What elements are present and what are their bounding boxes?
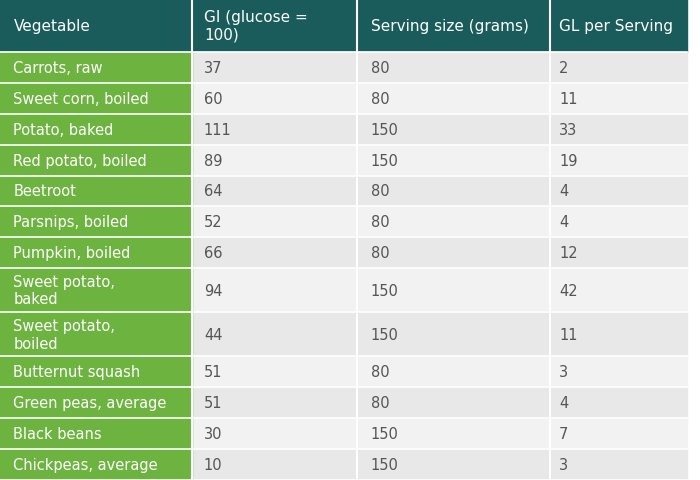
Text: GI (glucose =
100): GI (glucose = 100) xyxy=(204,10,307,43)
Text: 42: 42 xyxy=(559,283,578,298)
Text: 3: 3 xyxy=(559,457,568,472)
Bar xyxy=(0,357,687,387)
Text: 80: 80 xyxy=(371,61,389,76)
Bar xyxy=(0,419,193,449)
Text: 80: 80 xyxy=(371,215,389,230)
Text: 7: 7 xyxy=(559,426,568,441)
Bar xyxy=(0,269,687,312)
Text: Parsnips, boiled: Parsnips, boiled xyxy=(13,215,129,230)
Text: 150: 150 xyxy=(371,426,398,441)
Text: 52: 52 xyxy=(204,215,223,230)
Text: Red potato, boiled: Red potato, boiled xyxy=(13,153,147,168)
Bar xyxy=(0,53,687,84)
Text: Chickpeas, average: Chickpeas, average xyxy=(13,457,158,472)
Text: 80: 80 xyxy=(371,246,389,261)
Text: Serving size (grams): Serving size (grams) xyxy=(371,19,528,34)
Bar xyxy=(0,115,687,145)
Bar xyxy=(550,0,687,53)
Bar xyxy=(0,84,687,115)
Text: 51: 51 xyxy=(204,365,223,380)
Text: Sweet potato,
boiled: Sweet potato, boiled xyxy=(13,319,116,351)
Text: Black beans: Black beans xyxy=(13,426,102,441)
Text: 150: 150 xyxy=(371,283,398,298)
Bar xyxy=(0,238,193,269)
Bar xyxy=(0,312,687,357)
Text: GL per Serving: GL per Serving xyxy=(559,19,673,34)
Text: Green peas, average: Green peas, average xyxy=(13,396,167,410)
Bar xyxy=(0,449,687,480)
Bar xyxy=(0,53,193,84)
Text: 94: 94 xyxy=(204,283,223,298)
Text: 150: 150 xyxy=(371,153,398,168)
Bar xyxy=(0,312,193,357)
Text: 89: 89 xyxy=(204,153,223,168)
Bar xyxy=(0,387,687,419)
Text: 3: 3 xyxy=(559,365,568,380)
Text: 44: 44 xyxy=(204,327,223,342)
Text: 80: 80 xyxy=(371,92,389,107)
Text: Sweet potato,
baked: Sweet potato, baked xyxy=(13,275,116,307)
Bar xyxy=(0,449,193,480)
Bar xyxy=(0,357,193,387)
Text: Potato, baked: Potato, baked xyxy=(13,122,114,137)
Text: 12: 12 xyxy=(559,246,578,261)
Text: 4: 4 xyxy=(559,215,568,230)
Text: 37: 37 xyxy=(204,61,223,76)
Text: 150: 150 xyxy=(371,457,398,472)
Bar xyxy=(0,176,193,207)
Bar xyxy=(0,115,193,145)
Text: 51: 51 xyxy=(204,396,223,410)
Text: 66: 66 xyxy=(204,246,223,261)
Bar xyxy=(0,145,193,176)
Text: 150: 150 xyxy=(371,327,398,342)
Text: 60: 60 xyxy=(204,92,223,107)
Bar xyxy=(0,387,193,419)
Bar xyxy=(0,207,193,238)
Text: 80: 80 xyxy=(371,396,389,410)
Bar xyxy=(0,419,687,449)
Bar xyxy=(357,0,550,53)
Bar xyxy=(193,0,357,53)
Bar xyxy=(0,0,193,53)
Text: 11: 11 xyxy=(559,92,578,107)
Text: Carrots, raw: Carrots, raw xyxy=(13,61,103,76)
Text: 2: 2 xyxy=(559,61,568,76)
Text: 19: 19 xyxy=(559,153,578,168)
Bar xyxy=(0,238,687,269)
Text: 80: 80 xyxy=(371,365,389,380)
Text: Sweet corn, boiled: Sweet corn, boiled xyxy=(13,92,149,107)
Bar xyxy=(0,145,687,176)
Text: 150: 150 xyxy=(371,122,398,137)
Bar xyxy=(0,84,193,115)
Text: Beetroot: Beetroot xyxy=(13,184,76,199)
Text: Pumpkin, boiled: Pumpkin, boiled xyxy=(13,246,131,261)
Text: 80: 80 xyxy=(371,184,389,199)
Bar xyxy=(0,269,193,312)
Text: Vegetable: Vegetable xyxy=(13,19,90,34)
Text: 4: 4 xyxy=(559,396,568,410)
Text: 4: 4 xyxy=(559,184,568,199)
Bar xyxy=(0,207,687,238)
Text: 30: 30 xyxy=(204,426,223,441)
Text: 111: 111 xyxy=(204,122,232,137)
Text: 11: 11 xyxy=(559,327,578,342)
Text: 64: 64 xyxy=(204,184,223,199)
Text: 10: 10 xyxy=(204,457,223,472)
Text: Butternut squash: Butternut squash xyxy=(13,365,141,380)
Bar xyxy=(0,176,687,207)
Text: 33: 33 xyxy=(559,122,578,137)
